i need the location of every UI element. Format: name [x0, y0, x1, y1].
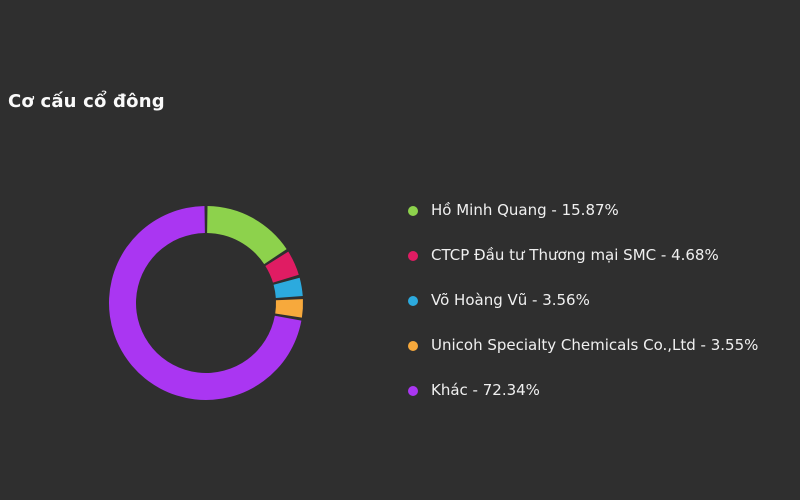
legend-item-2[interactable]: CTCP Đầu tư Thương mại SMC - 4.68%	[408, 233, 758, 278]
legend-label: CTCP Đầu tư Thương mại SMC - 4.68%	[431, 246, 719, 264]
legend-dot-icon	[408, 340, 418, 351]
legend-item-4[interactable]: Unicoh Specialty Chemicals Co.,Ltd - 3.5…	[408, 323, 758, 368]
donut-chart-svg	[108, 206, 303, 400]
donut-slice-1[interactable]	[207, 206, 287, 265]
legend-item-1[interactable]: Hồ Minh Quang - 15.87%	[408, 188, 758, 233]
legend-dot-icon	[408, 295, 418, 306]
legend-item-3[interactable]: Võ Hoàng Vũ - 3.56%	[408, 278, 758, 323]
page-title: Cơ cấu cổ đông	[8, 90, 165, 112]
donut-slice-2[interactable]	[265, 251, 299, 283]
legend-label: Võ Hoàng Vũ - 3.56%	[431, 291, 590, 309]
legend-dot-icon	[408, 250, 418, 261]
donut-slice-4[interactable]	[275, 299, 303, 318]
legend-label: Hồ Minh Quang - 15.87%	[431, 201, 619, 219]
legend-dot-icon	[408, 385, 418, 396]
legend-label: Khác - 72.34%	[431, 381, 540, 399]
legend-item-5[interactable]: Khác - 72.34%	[408, 368, 758, 413]
shareholder-donut-chart	[98, 195, 314, 411]
legend-dot-icon	[408, 205, 418, 216]
legend-label: Unicoh Specialty Chemicals Co.,Ltd - 3.5…	[431, 336, 759, 354]
chart-legend: Hồ Minh Quang - 15.87% CTCP Đầu tư Thương…	[408, 188, 758, 413]
donut-slice-3[interactable]	[273, 277, 303, 298]
